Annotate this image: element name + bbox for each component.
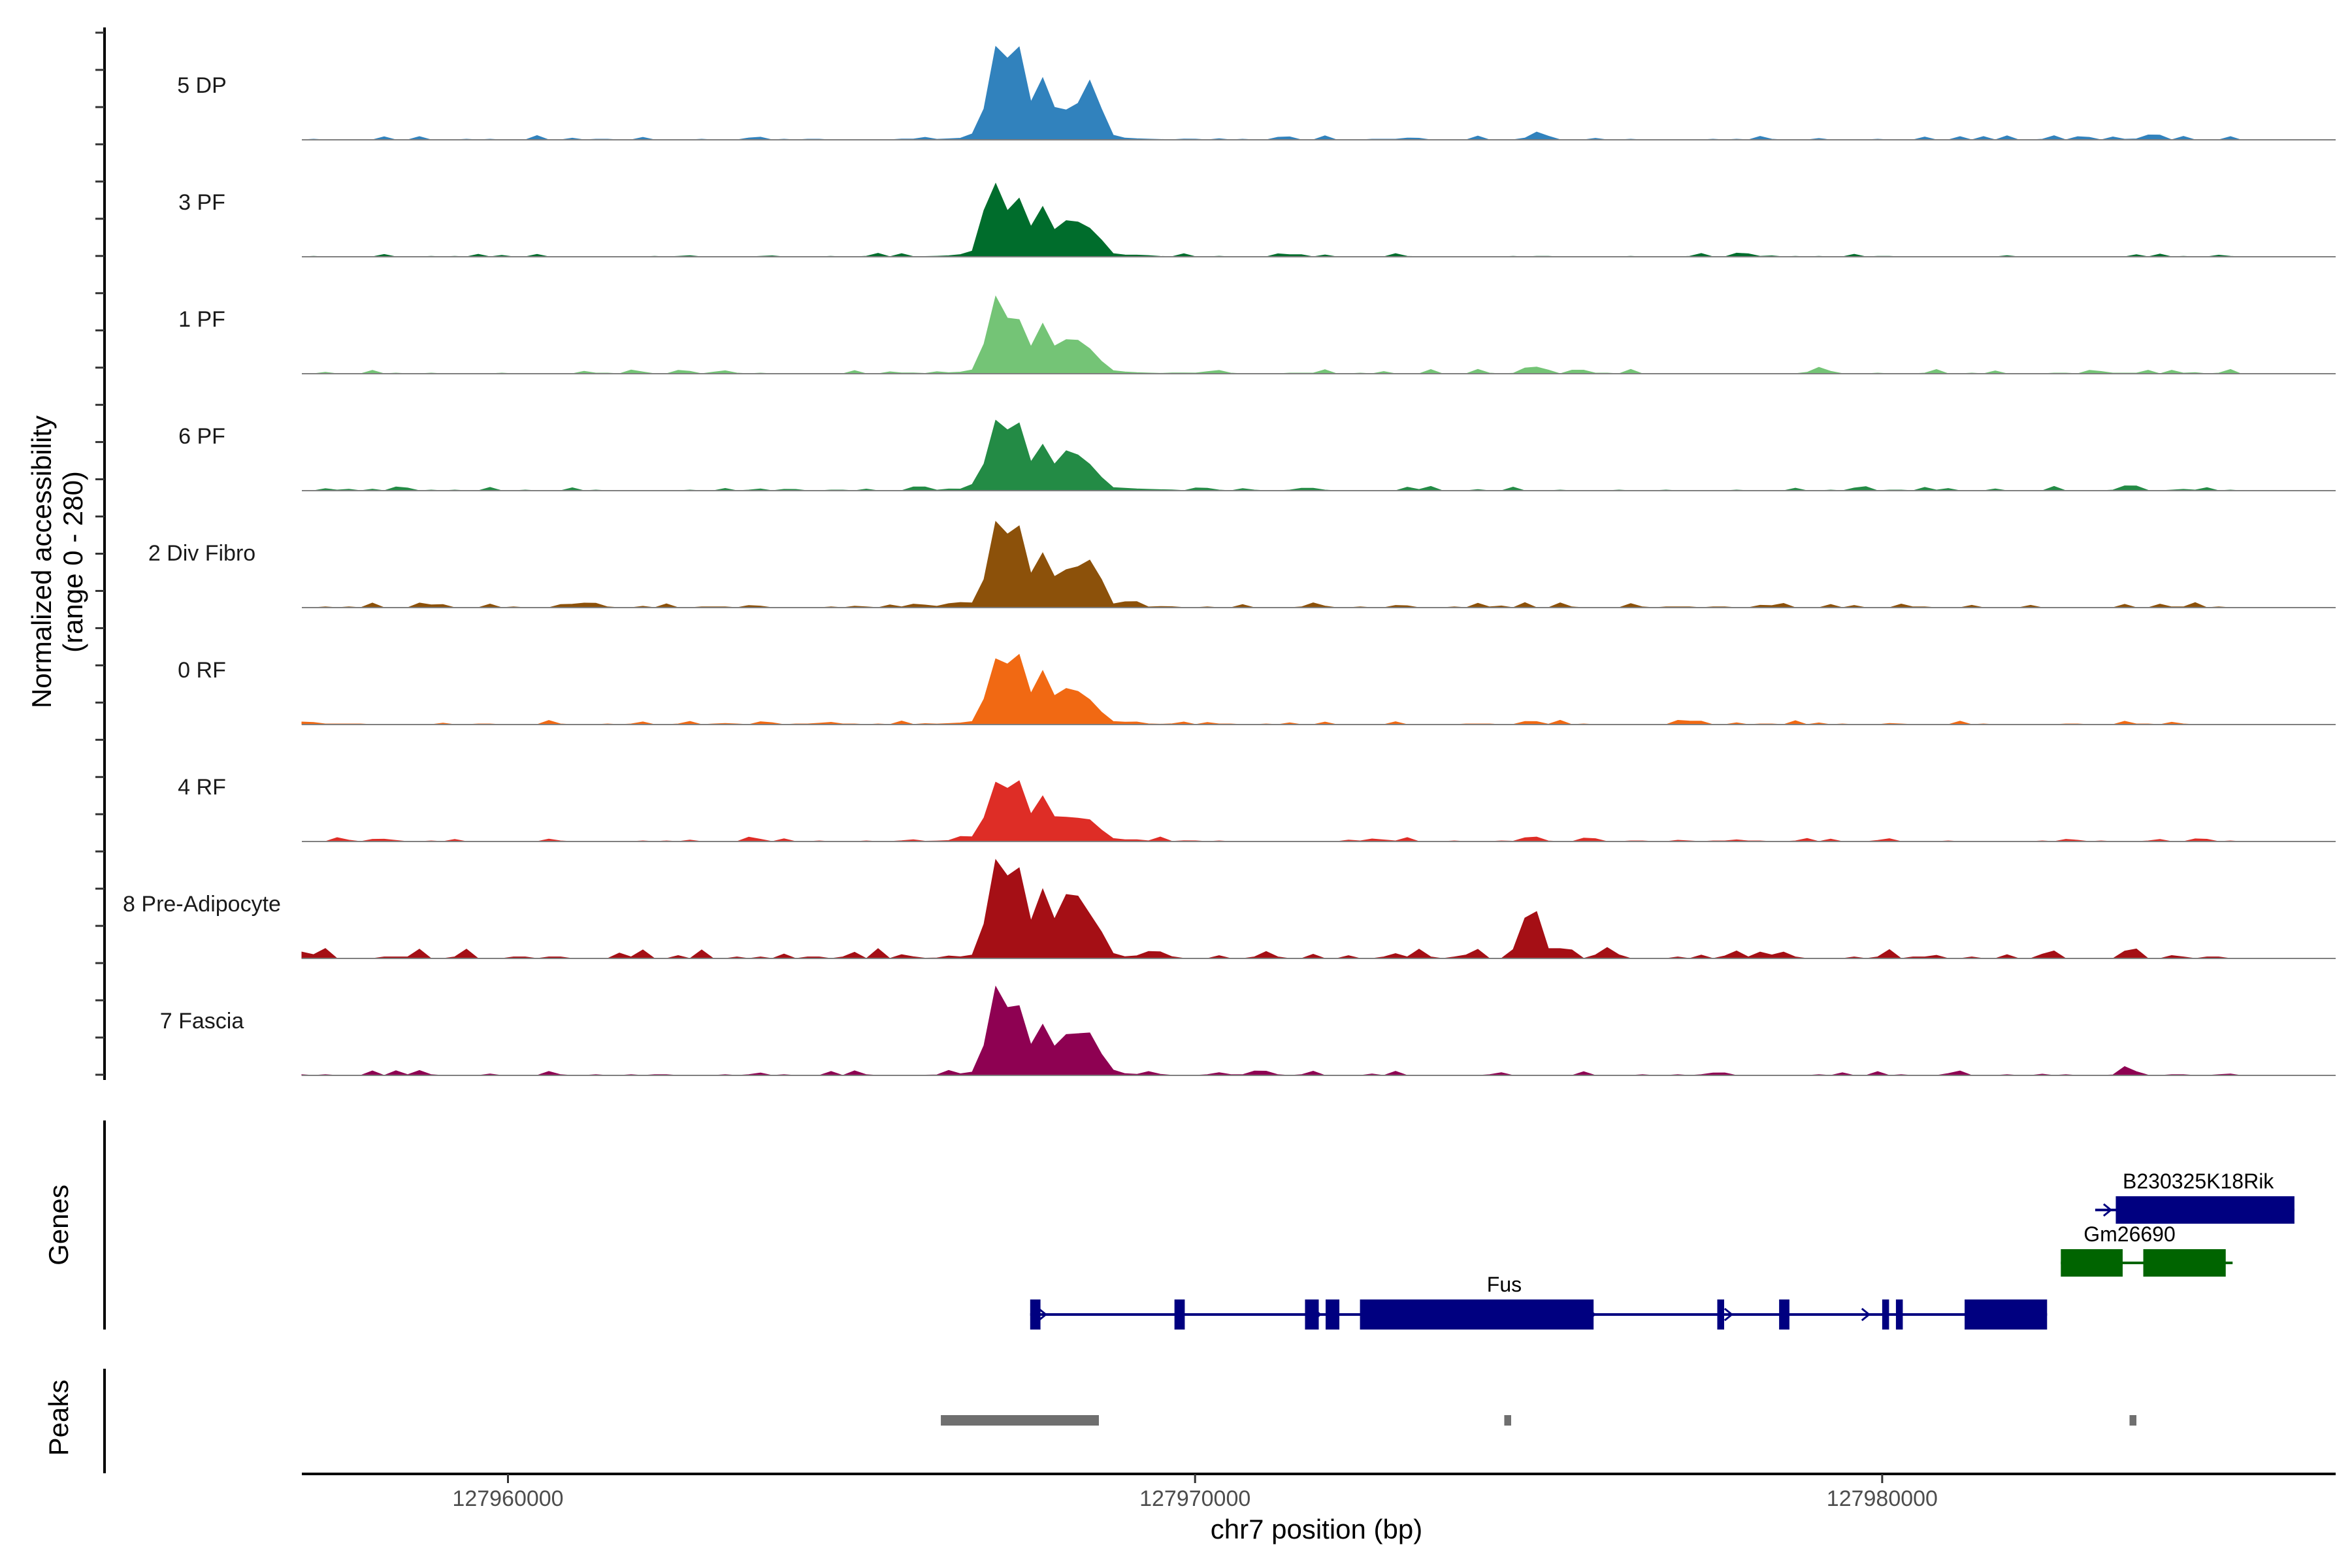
track-3-pf: 3 PF [178, 182, 2336, 257]
gene-b230325k18rik: B230325K18Rik [2095, 1169, 2295, 1224]
exon-fus [1174, 1299, 1185, 1330]
strand-arrow [1723, 1307, 1734, 1322]
gene-track: Fus B230325K18Rik Gm26690 [103, 1120, 2295, 1330]
peaks-track-title: Peaks [43, 1380, 74, 1456]
genes-track-title: Genes [43, 1184, 74, 1266]
strand-arrow [1037, 1307, 1048, 1322]
track-label-1-pf: 1 PF [178, 307, 225, 332]
strand-arrow [2102, 1203, 2113, 1217]
exon-fus [1882, 1299, 1889, 1330]
track-label-2-div-fibro: 2 Div Fibro [148, 541, 255, 566]
track-4-rf: 4 RF [178, 775, 2336, 842]
peak-region [941, 1415, 1099, 1426]
x-axis-title: chr7 position (bp) [1211, 1514, 1423, 1544]
x-tick-label: 127970000 [1139, 1486, 1250, 1511]
exon-fus [1717, 1299, 1724, 1330]
x-tick-label: 127960000 [452, 1486, 563, 1511]
track-label-3-pf: 3 PF [178, 190, 225, 215]
peak-region [1504, 1415, 1511, 1426]
track-5-dp: 5 DP [177, 46, 2336, 140]
track-label-8-pre-adipocyte: 8 Pre-Adipocyte [123, 892, 281, 917]
track-label-0-rf: 0 RF [178, 658, 226, 683]
exon-fus [1305, 1299, 1319, 1330]
track-label-4-rf: 4 RF [178, 775, 226, 800]
track-7-fascia: 7 Fascia [160, 985, 2336, 1076]
exon-gm26690 [2061, 1249, 2123, 1277]
exon-fus [1895, 1299, 1903, 1330]
peak-region [2129, 1415, 2137, 1426]
track-2-div-fibro: 2 Div Fibro [148, 521, 2336, 608]
exon-fus [1360, 1299, 1594, 1330]
track-label-6-pf: 6 PF [178, 424, 225, 449]
exon-fus [1779, 1299, 1789, 1330]
track-label-5-dp: 5 DP [177, 73, 227, 98]
exon-fus [1965, 1299, 2048, 1330]
gene-label-b230325k18rik: B230325K18Rik [2123, 1169, 2274, 1193]
exon-fus [1030, 1299, 1041, 1330]
gene-fus: Fus [1030, 1273, 2048, 1330]
exon-gm26690 [2143, 1249, 2226, 1277]
exon-b230325k18rik [2115, 1196, 2295, 1224]
strand-arrow [1861, 1307, 1871, 1322]
x-axis: 127960000 127970000 127980000 [302, 1473, 2336, 1511]
gene-label-fus: Fus [1487, 1273, 1522, 1296]
x-tick-label: 127980000 [1827, 1486, 1938, 1511]
peak-track [103, 1369, 2137, 1473]
track-6-pf: 6 PF [178, 419, 2336, 491]
track-8-pre-adipocyte: 8 Pre-Adipocyte [123, 858, 2336, 959]
y-axis-title: Normalized accessibility [26, 416, 57, 708]
coverage-area-8-pre-adipocyte [301, 858, 2241, 959]
exon-fus [1326, 1299, 1340, 1330]
coverage-tracks: 5 DP 3 PF 1 PF 6 PF 2 Div Fibro 0 RF 4 RF 8 Pre… [95, 27, 2336, 1080]
track-1-pf: 1 PF [178, 295, 2336, 374]
y-axis-range-label: (range 0 - 280) [57, 471, 88, 653]
gene-gm26690: Gm26690 [2061, 1222, 2233, 1277]
track-label-7-fascia: 7 Fascia [160, 1009, 244, 1034]
gene-label-gm26690: Gm26690 [2083, 1222, 2176, 1246]
track-0-rf: 0 RF [178, 653, 2336, 725]
